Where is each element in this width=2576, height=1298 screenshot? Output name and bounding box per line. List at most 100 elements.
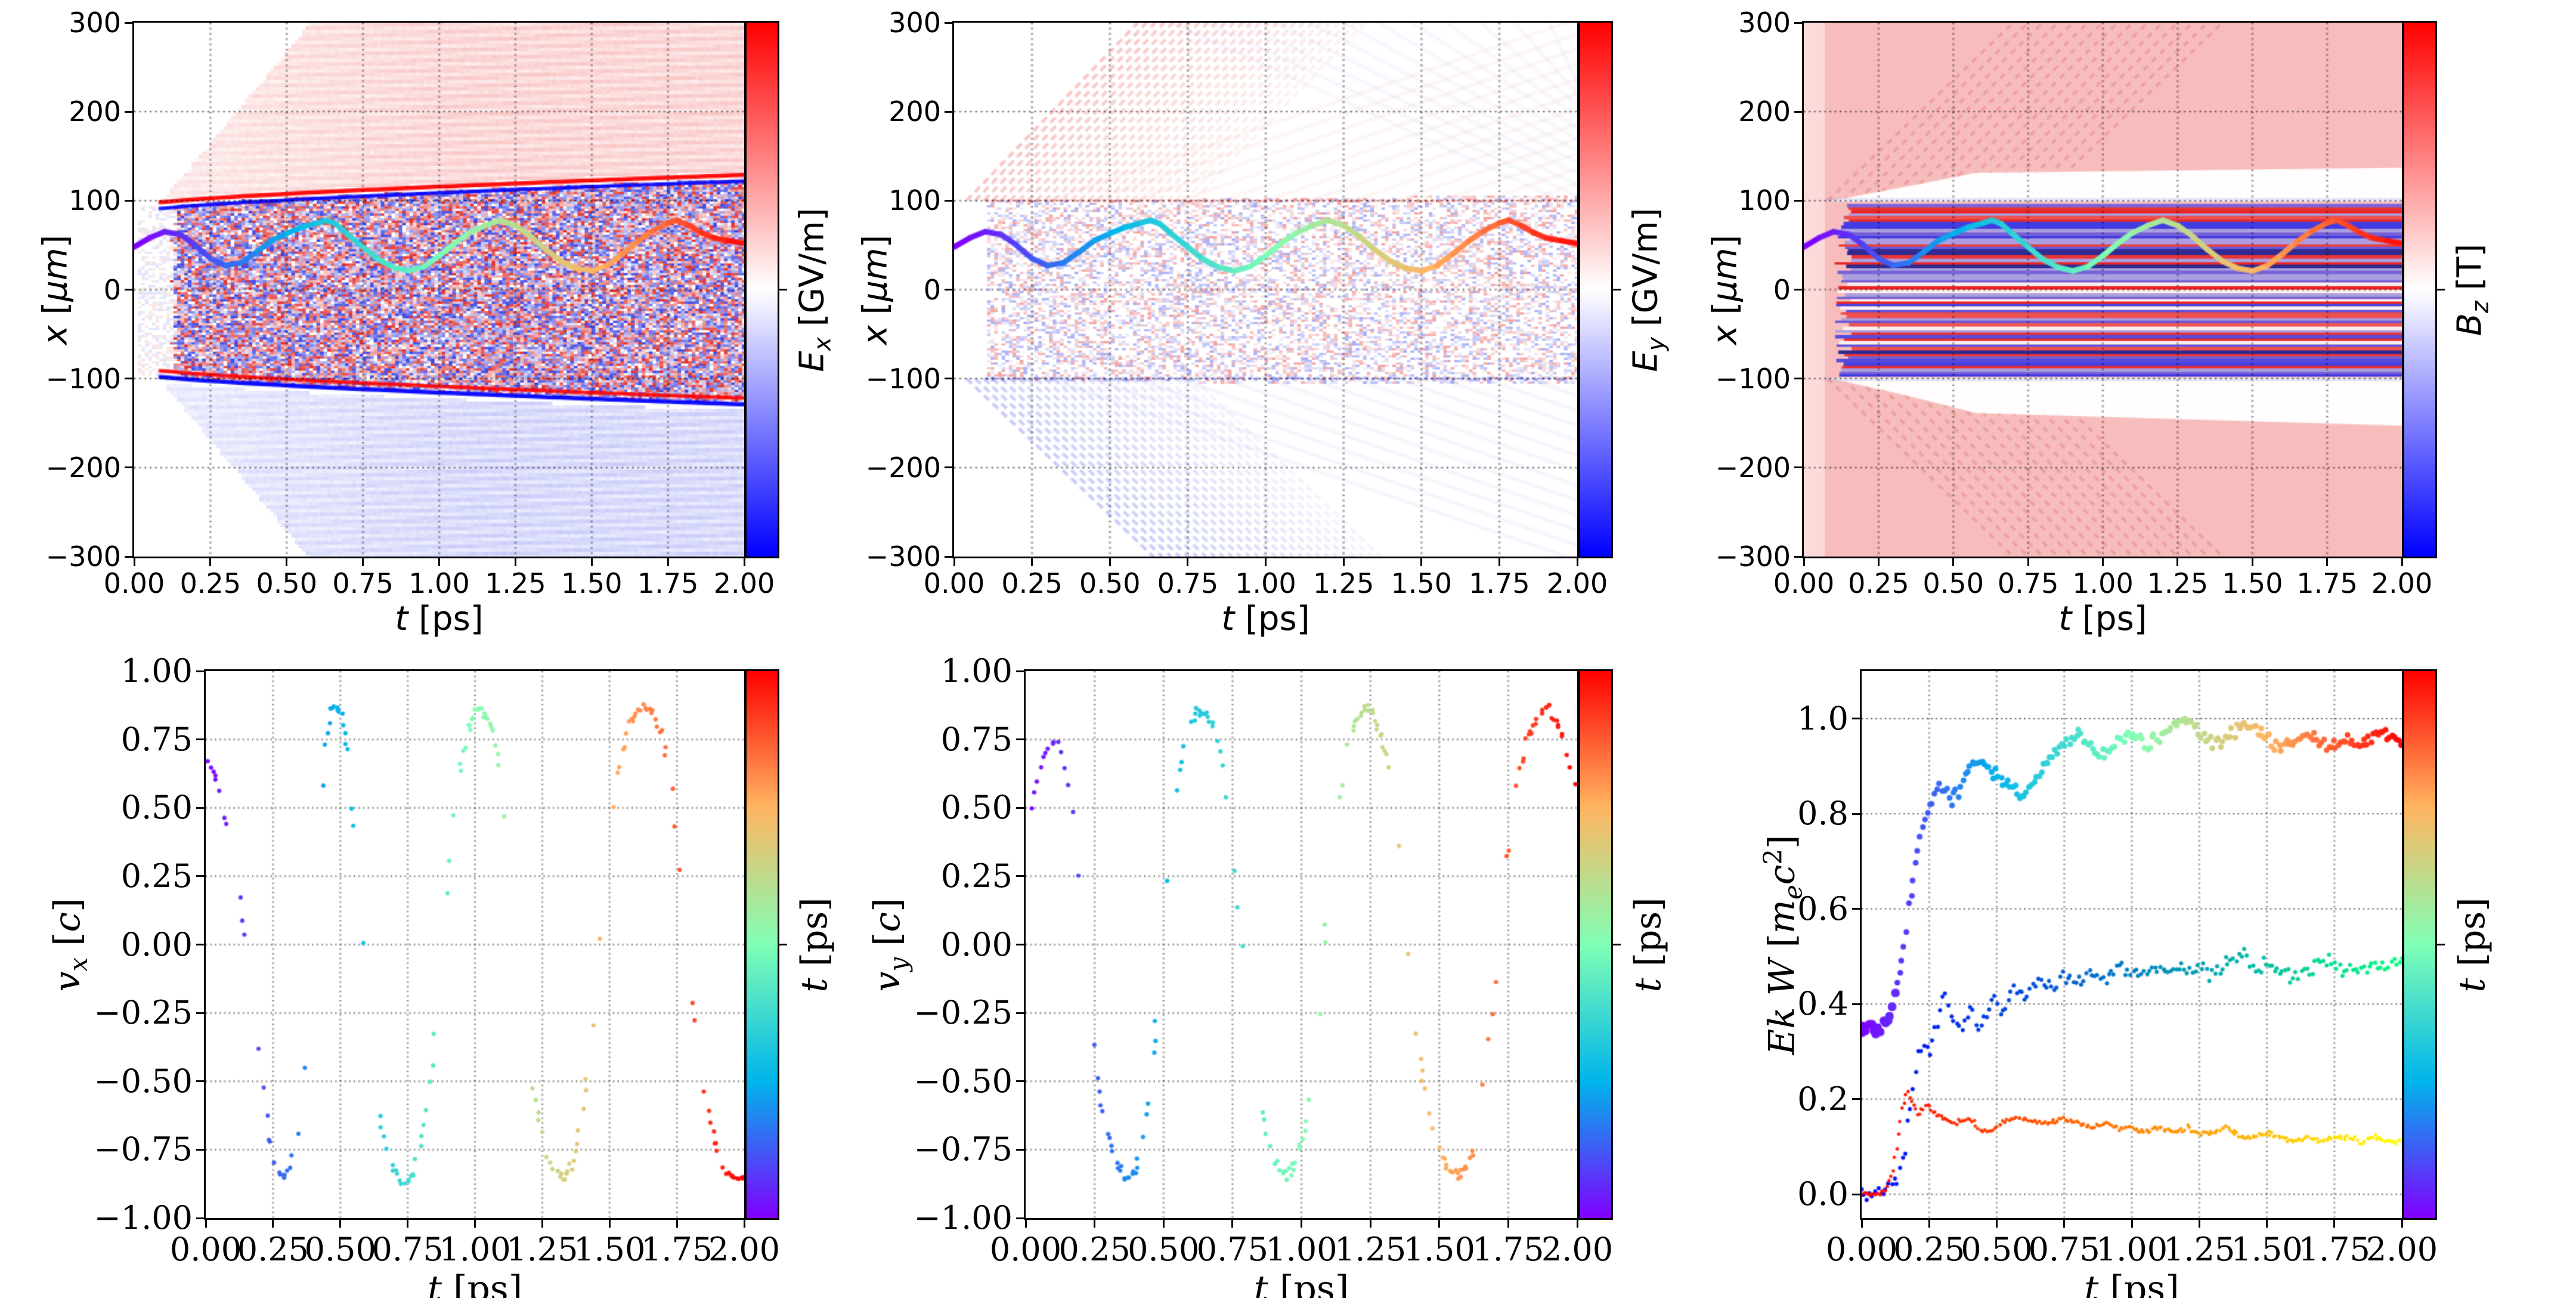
label-segment: y <box>1643 336 1670 351</box>
label-segment: c <box>47 911 88 932</box>
y-tick-mark <box>945 110 954 113</box>
x-tick-mark <box>2198 1218 2200 1228</box>
bz-x-axis-label: t [ps] <box>2058 599 2147 638</box>
y-tick-label: 200 <box>69 95 121 128</box>
label-segment: t <box>427 1268 442 1298</box>
y-tick-label: −1.00 <box>94 1199 193 1237</box>
ey-x-axis-label: t [ps] <box>1221 599 1309 638</box>
label-segment: x <box>36 324 75 345</box>
y-tick-label: 300 <box>888 7 941 39</box>
bz-heatmap-plot-area <box>1802 21 2404 558</box>
label-segment: ] <box>1705 234 1745 248</box>
x-tick-mark <box>2251 557 2253 566</box>
label-segment: t <box>1627 977 1669 993</box>
x-tick-label: 0.25 <box>1848 567 1909 599</box>
x-tick-mark <box>438 557 440 566</box>
x-tick-label: 1.75 <box>1472 1231 1544 1268</box>
label-segment: Ek W <box>1761 959 1803 1055</box>
label-segment: μm <box>856 247 895 302</box>
x-tick-label: 1.50 <box>574 1231 646 1268</box>
bz-colorbar-mid-tick <box>2435 289 2445 290</box>
y-tick-label: 300 <box>1738 7 1791 39</box>
x-tick-label: 0.25 <box>237 1231 309 1268</box>
y-tick-mark <box>1852 1193 1862 1195</box>
label-segment: ] <box>47 897 88 912</box>
y-tick-mark <box>125 378 134 380</box>
x-tick-mark <box>743 1218 745 1228</box>
label-segment: μm <box>1705 247 1745 302</box>
x-tick-mark <box>1952 557 1955 566</box>
y-tick-mark <box>1016 1012 1026 1014</box>
y-tick-label: 0.0 <box>1797 1175 1849 1213</box>
y-tick-label: 0.2 <box>1797 1080 1849 1118</box>
ekw-colorbar-label: t [ps] <box>2451 897 2493 992</box>
label-segment: [T] <box>2450 243 2490 301</box>
x-tick-mark <box>676 1218 678 1228</box>
x-tick-mark <box>2266 1218 2268 1228</box>
x-tick-mark <box>2102 557 2104 566</box>
y-tick-mark <box>1016 806 1026 809</box>
x-tick-mark <box>2401 557 2403 566</box>
y-tick-mark <box>1016 738 1026 741</box>
x-tick-label: 0.25 <box>179 567 242 599</box>
x-tick-label: 0.25 <box>1893 1231 1965 1268</box>
label-segment: [ps] <box>2451 897 2493 978</box>
y-tick-label: −200 <box>1715 451 1791 484</box>
label-segment: B <box>2450 313 2490 336</box>
vy-x-axis-label: t [ps] <box>1254 1268 1349 1298</box>
x-tick-mark <box>1094 1218 1096 1228</box>
y-tick-label: −200 <box>865 451 941 484</box>
label-segment: 2 <box>1758 848 1788 865</box>
x-tick-label: 1.00 <box>1235 567 1296 599</box>
x-tick-mark <box>1507 1218 1509 1228</box>
label-segment: [ps] <box>408 599 484 638</box>
x-tick-label: 1.75 <box>2296 567 2358 599</box>
ey-heatmap-plot-area <box>952 21 1579 558</box>
x-tick-label: 0.25 <box>1001 567 1063 599</box>
vx-colorbar <box>745 669 779 1220</box>
y-tick-mark <box>125 21 134 24</box>
x-tick-mark <box>1438 1218 1441 1228</box>
x-tick-label: 2.00 <box>708 1231 781 1268</box>
y-tick-mark <box>196 1148 206 1151</box>
y-tick-label: 0.00 <box>120 925 193 963</box>
x-tick-mark <box>608 1218 611 1228</box>
y-tick-mark <box>196 944 206 945</box>
x-tick-label: 1.00 <box>439 1231 511 1268</box>
x-tick-mark <box>1928 1218 1930 1228</box>
y-tick-label: −100 <box>1715 362 1791 395</box>
y-tick-mark <box>945 199 954 202</box>
label-segment: ] <box>856 234 895 248</box>
y-tick-label: −0.50 <box>914 1062 1013 1100</box>
y-tick-mark <box>1852 812 1862 815</box>
label-segment: t <box>1221 599 1235 638</box>
x-tick-label: 1.50 <box>1403 1231 1475 1268</box>
label-segment: c <box>1761 864 1803 885</box>
x-tick-label: 0.00 <box>989 1231 1062 1268</box>
y-tick-mark <box>1016 1080 1026 1083</box>
x-tick-label: 1.50 <box>2222 567 2283 599</box>
x-tick-mark <box>2063 1218 2066 1228</box>
x-tick-mark <box>286 557 288 566</box>
y-tick-mark <box>1852 1003 1862 1005</box>
x-tick-label: 2.00 <box>713 567 775 599</box>
label-segment: [ps] <box>1268 1268 1349 1298</box>
y-tick-label: 0.00 <box>940 925 1013 963</box>
y-tick-mark <box>196 1012 206 1014</box>
y-tick-mark <box>1794 466 1804 469</box>
vx-colorbar-mid-tick <box>778 944 787 945</box>
ex-colorbar <box>745 21 779 558</box>
x-tick-mark <box>2131 1218 2133 1228</box>
label-segment: c <box>866 911 908 932</box>
x-tick-label: 0.75 <box>371 1231 444 1268</box>
x-tick-label: 0.00 <box>169 1231 242 1268</box>
x-tick-label: 0.50 <box>304 1231 376 1268</box>
label-segment: E <box>1626 350 1665 372</box>
x-tick-mark <box>1031 557 1033 566</box>
ey-colorbar-mid-tick <box>1611 289 1621 290</box>
label-segment: x <box>64 957 93 972</box>
ey-colorbar <box>1578 21 1613 558</box>
y-tick-mark <box>1794 199 1804 202</box>
y-tick-label: 1.00 <box>120 652 193 690</box>
x-tick-mark <box>362 557 364 566</box>
